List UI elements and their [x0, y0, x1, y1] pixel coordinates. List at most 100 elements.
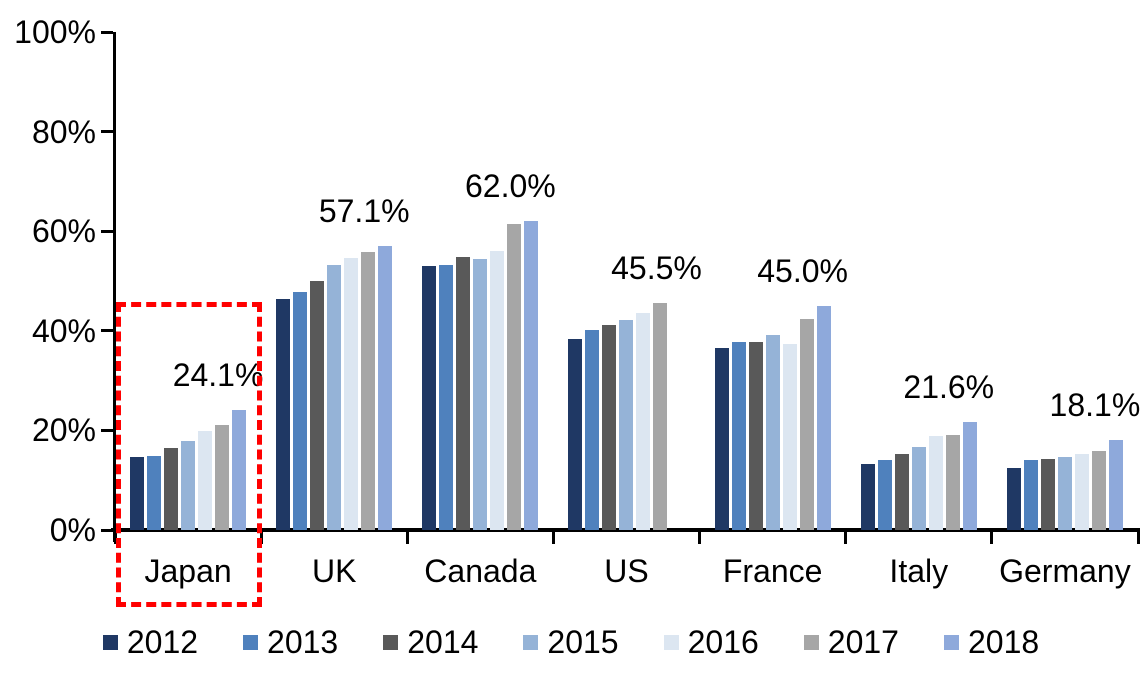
bar-2012-france — [714, 348, 729, 530]
bar-2014-japan — [164, 447, 179, 530]
bar-2012-germany — [1006, 467, 1021, 530]
bar-2018-japan — [232, 409, 247, 530]
bar-2014-uk — [310, 281, 325, 530]
bar-2013-france — [731, 342, 746, 530]
bar-2014-us — [602, 325, 617, 530]
legend: 2012 2013 2014 2015 2016 2017 2018 — [0, 624, 1142, 660]
category-label-uk: UK — [311, 553, 357, 589]
data-label-uk: 57.1% — [318, 192, 410, 229]
group-japan: 24.1% Japan — [115, 32, 263, 588]
data-label-france: 45.0% — [757, 252, 848, 289]
x-axis-tick — [405, 532, 409, 544]
bar-2016-uk — [344, 257, 359, 530]
plot-area: 24.1% Japan 57.1% UK 62.0% Canada 45.5% US 45.0%… — [115, 32, 1141, 588]
legend-label-2017: 2017 — [827, 624, 899, 660]
bar-2012-japan — [130, 456, 145, 530]
legend-swatch-2018 — [943, 634, 959, 650]
bar-2015-us — [619, 319, 634, 530]
x-axis-tick — [1136, 532, 1140, 544]
legend-label-2015: 2015 — [547, 624, 619, 660]
legend-swatch-2015 — [523, 634, 539, 650]
bar-2013-italy — [877, 459, 892, 530]
bar-2013-us — [585, 330, 600, 530]
bars-canada — [407, 221, 553, 530]
legend-swatch-2013 — [243, 634, 259, 650]
data-label-germany: 18.1% — [1049, 386, 1141, 423]
x-axis-tick — [113, 532, 117, 544]
bar-2016-us — [636, 313, 651, 530]
legend-swatch-2012 — [102, 634, 118, 650]
group-us: 45.5% US — [553, 32, 702, 588]
y-axis-tick-label: 60% — [31, 213, 96, 250]
legend-label-2012: 2012 — [126, 624, 199, 660]
data-label-us: 45.5% — [611, 250, 702, 287]
bar-2012-canada — [422, 266, 437, 530]
bar-2017-germany — [1091, 450, 1106, 530]
bar-2012-uk — [276, 298, 291, 530]
legend-item-2017: 2017 — [803, 624, 899, 660]
category-label-italy: Italy — [889, 553, 949, 589]
bar-2015-japan — [181, 440, 196, 530]
bar-2013-uk — [293, 291, 308, 530]
legend-label-2013: 2013 — [267, 624, 339, 660]
group-canada: 62.0% Canada — [407, 32, 556, 588]
legend-swatch-2017 — [803, 634, 819, 650]
category-label-germany: Germany — [999, 553, 1131, 589]
legend-label-2014: 2014 — [407, 624, 479, 660]
y-axis-tick — [101, 428, 113, 432]
bar-2013-japan — [147, 455, 162, 530]
group-germany: 18.1% Germany — [992, 32, 1141, 588]
bar-2018-france — [816, 305, 831, 530]
bar-2017-us — [653, 303, 668, 530]
x-axis-tick — [551, 532, 555, 544]
bar-2014-germany — [1040, 458, 1055, 530]
bar-2012-italy — [860, 464, 875, 530]
bar-2018-canada — [524, 221, 539, 530]
bar-2017-uk — [361, 252, 376, 530]
group-italy: 21.6% Italy — [846, 32, 995, 588]
bar-2014-canada — [456, 256, 471, 530]
bar-2014-italy — [894, 453, 909, 530]
bar-2017-canada — [507, 223, 522, 530]
group-france: 45.0% France — [700, 32, 848, 588]
bar-2015-france — [765, 334, 780, 530]
y-axis-tick-label: 20% — [31, 412, 96, 449]
y-axis-tick — [101, 329, 113, 333]
data-label-italy: 21.6% — [903, 369, 995, 406]
y-axis-tick — [101, 30, 113, 34]
group-uk: 57.1% UK — [261, 32, 410, 588]
data-label-canada: 62.0% — [464, 168, 556, 205]
bars-uk — [261, 245, 407, 530]
y-axis-tick — [101, 130, 113, 134]
legend-swatch-2014 — [383, 634, 399, 650]
legend-swatch-2016 — [663, 634, 679, 650]
legend-item-2014: 2014 — [383, 624, 478, 660]
bars-germany — [992, 439, 1138, 530]
bar-2017-italy — [945, 434, 960, 530]
bar-2016-germany — [1074, 453, 1089, 530]
legend-item-2016: 2016 — [663, 624, 759, 660]
legend-item-2013: 2013 — [243, 624, 338, 660]
bar-2015-germany — [1057, 456, 1072, 530]
bar-2015-uk — [327, 265, 342, 530]
category-label-france: France — [722, 553, 823, 589]
y-axis-tick-label: 80% — [31, 113, 96, 150]
bars-italy — [846, 422, 992, 530]
bar-2015-canada — [473, 258, 488, 530]
y-axis-tick — [101, 229, 113, 233]
bar-2018-germany — [1108, 439, 1123, 530]
bar-2013-germany — [1023, 460, 1038, 530]
x-axis-tick — [844, 532, 848, 544]
bar-2015-italy — [911, 446, 926, 530]
y-axis-tick-label: 0% — [49, 512, 96, 548]
y-axis-tick — [101, 528, 113, 532]
bar-2016-canada — [490, 250, 505, 530]
bar-2016-france — [782, 343, 797, 530]
legend-label-2018: 2018 — [967, 624, 1040, 660]
y-axis-line — [113, 32, 116, 542]
bars-us — [553, 303, 699, 530]
y-axis-tick-label: 40% — [31, 312, 96, 349]
bar-2013-canada — [439, 264, 454, 530]
bars-japan — [115, 409, 261, 530]
